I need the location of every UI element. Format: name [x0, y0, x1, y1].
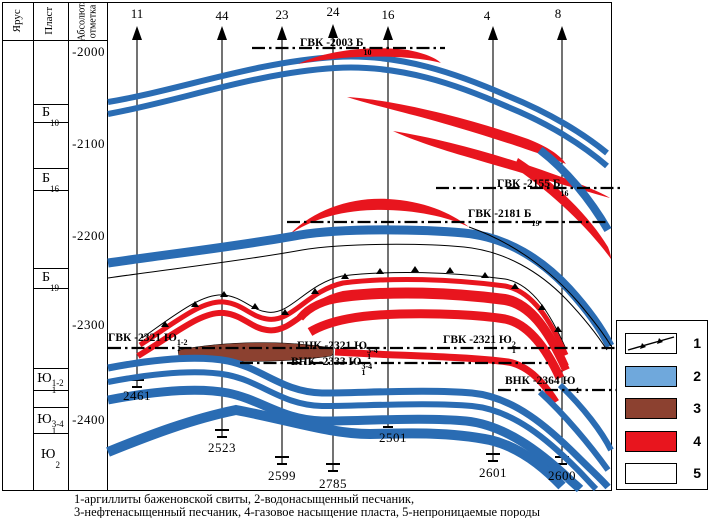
gas-swatch: [625, 430, 677, 452]
row-line: [34, 122, 68, 124]
row-line: [34, 433, 68, 435]
depth-mark: -2300: [72, 317, 105, 332]
contact-label-gvk2155: ГВК -2155 Б 16: [497, 178, 569, 198]
legend-item-gas: 4: [625, 429, 701, 453]
layer-label-ju1-12: Ю 1-2 1: [37, 371, 64, 396]
row-line: [34, 407, 68, 409]
legend-item-oil: 3: [625, 396, 701, 420]
contact-label-vnk2333: ВНК -2333 Ю 3-4 1: [291, 356, 373, 378]
legend-item-impermeable: 5: [625, 461, 701, 485]
impermeable-swatch: [625, 462, 677, 484]
well-bottom-depth: 2461: [123, 388, 151, 403]
layer-label-b10: Б 10: [41, 105, 60, 128]
deep-water-bands: [106, 354, 614, 493]
well-bottom-depth: 2501: [379, 430, 407, 445]
legend-item-contact-line: 1: [625, 331, 701, 355]
layer-label-ju1-34: Ю 3-4 1: [37, 412, 64, 437]
row-line: [34, 190, 68, 192]
b19-gas-arch: [290, 198, 469, 234]
legend: 1 2 3 4 5: [616, 320, 708, 490]
water-swatch: [625, 365, 677, 387]
depth-mark: -2100: [72, 136, 105, 151]
well-number: 23: [275, 7, 289, 22]
depth-mark: -2400: [72, 412, 105, 427]
well-number: 8: [554, 6, 562, 21]
contact-label-gvk2181: ГВК -2181 Б 19: [468, 208, 540, 228]
row-line: [34, 288, 68, 290]
well-number: 11: [130, 6, 144, 21]
table-header-line: [2, 40, 108, 42]
layer-label-b19: Б 19: [41, 270, 60, 293]
b10-gas-cap: [298, 48, 441, 64]
caption-line-2: 3-нефтенасыщенный песчаник, 4-газовое на…: [74, 505, 541, 518]
layer-label-b16: Б 16: [41, 171, 60, 194]
well-number: 16: [381, 7, 395, 22]
row-line: [34, 104, 68, 106]
legend-number: 1: [693, 335, 701, 351]
table-line-2: [68, 2, 70, 491]
well-bottom-depth: 2785: [319, 476, 347, 491]
contact-dashdot-lines: [108, 46, 627, 392]
contact-line-symbol: [625, 332, 677, 354]
b10-water-band: [107, 53, 609, 169]
legend-number: 2: [693, 368, 701, 384]
caption-line-1: 1-аргиллиты баженовской свиты, 2-водонас…: [74, 492, 415, 506]
b16-gas-lenses: [347, 97, 612, 259]
well-bottom-depth: 2601: [479, 465, 507, 480]
row-line: [34, 168, 68, 170]
ju1-gas-oil-bands: [136, 271, 570, 404]
depth-mark: -2200: [72, 228, 105, 243]
legend-number: 4: [693, 433, 701, 449]
contact-label-gvk2321-left: ГВК -2321 Ю 1-2 1: [108, 332, 188, 354]
row-line: [34, 390, 68, 392]
well-number: 4: [483, 8, 491, 23]
oil-swatch: [625, 397, 677, 419]
row-line: [34, 268, 68, 270]
well-number: 44: [215, 8, 229, 23]
contact-label-gnk2321: ГНК -2321 Ю 3-4 1: [297, 340, 378, 362]
depth-mark: -2000: [72, 44, 105, 59]
well-bottom-depth: 2600: [548, 468, 576, 483]
legend-item-water: 2: [625, 364, 701, 388]
section-frame: [2, 2, 612, 491]
well-number: 24: [326, 4, 340, 19]
row-line: [34, 368, 68, 370]
table-line-1: [33, 2, 35, 491]
well-bottom-depth: 2599: [268, 468, 296, 483]
b19-water-band: [107, 225, 615, 351]
well-bottom-depth: 2523: [208, 440, 236, 455]
table-line-3: [107, 2, 109, 491]
contact-label-gvk2003: ГВК -2003 Б 10: [300, 37, 372, 57]
contact-triangles: [161, 266, 562, 332]
legend-number: 5: [693, 465, 701, 481]
legend-number: 3: [693, 400, 701, 416]
